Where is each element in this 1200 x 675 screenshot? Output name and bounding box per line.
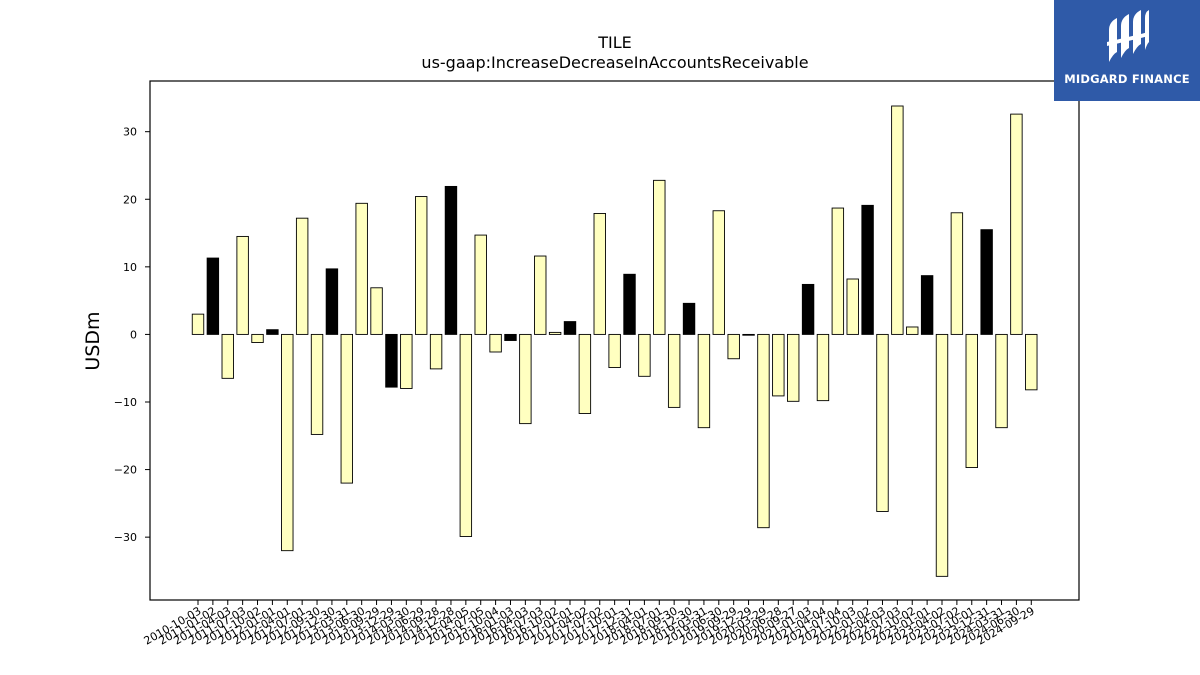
bar-2023-10-01 [965, 333, 978, 468]
bar-2014-09-28 [429, 333, 443, 370]
bar-2017-01-01 [563, 321, 577, 335]
bar-2019-06-30 [712, 210, 725, 335]
bar-2014-06-29 [415, 196, 428, 335]
brand-name: MIDGARD FINANCE [1064, 72, 1190, 86]
y-tick-label: 10 [123, 261, 137, 274]
bar-2012-04-01 [281, 333, 294, 552]
bar-2015-10-04 [489, 333, 502, 353]
x-axis: 2010-10-032011-01-022011-04-032011-07-03… [142, 600, 1037, 648]
bar-2017-12-31 [623, 273, 636, 335]
bar-2013-06-30 [355, 202, 368, 335]
bar-2024-03-31 [995, 333, 1008, 429]
bar-2020-03-29 [757, 333, 770, 529]
bar-2013-12-29 [385, 333, 398, 388]
bar-2023-12-31 [980, 229, 993, 335]
bar-2021-01-03 [801, 283, 815, 335]
bar-2021-07-04 [831, 207, 845, 335]
bar-2020-06-28 [772, 333, 785, 397]
bar-2018-09-30 [667, 333, 681, 408]
bar-2014-12-28 [444, 185, 458, 335]
bar-2019-12-29 [742, 333, 755, 336]
bar-2022-10-02 [906, 326, 919, 335]
y-axis-label: USDm [82, 311, 104, 370]
bar-2011-07-03 [236, 235, 249, 335]
bar-2012-12-30 [325, 268, 339, 335]
bar-2018-12-30 [682, 302, 696, 335]
bar-2014-03-30 [400, 333, 413, 389]
bar-2016-01-03 [504, 333, 517, 341]
y-tick-label: −20 [114, 464, 137, 477]
bar-2011-04-03 [221, 333, 234, 379]
bar-2016-04-03 [519, 333, 532, 425]
bar-2022-07-03 [891, 105, 904, 335]
bar-2016-07-03 [534, 255, 547, 335]
bar-2021-04-04 [816, 333, 830, 402]
bar-2013-03-31 [340, 333, 353, 484]
bar-2021-10-03 [846, 278, 859, 335]
bar-2012-09-30 [310, 333, 324, 435]
bars-group [191, 105, 1038, 577]
bar-2015-07-05 [474, 234, 487, 335]
bar-2012-07-01 [295, 217, 309, 335]
y-tick-label: 0 [130, 328, 137, 341]
midgard-monogram-icon [1103, 8, 1151, 70]
bar-2017-04-02 [578, 333, 592, 414]
bar-2012-01-01 [266, 329, 279, 335]
bar-2019-09-29 [727, 333, 740, 360]
bar-2017-10-01 [608, 333, 621, 368]
bar-2018-04-01 [638, 333, 651, 377]
bar-2010-10-03 [191, 313, 205, 335]
bar-2023-07-02 [950, 212, 964, 335]
bar-2016-10-02 [548, 331, 562, 335]
chart-subtitle: us-gaap:IncreaseDecreaseInAccountsReceiv… [421, 53, 808, 72]
bar-2011-01-02 [206, 257, 220, 335]
plot-frame [149, 80, 1080, 601]
bar-2020-09-27 [787, 333, 800, 402]
bar-2023-01-01 [920, 275, 934, 335]
bar-2011-10-02 [251, 333, 264, 343]
y-tick-label: −10 [114, 396, 137, 409]
bar-2022-01-02 [861, 204, 874, 335]
bar-2024-09-29 [1025, 333, 1038, 391]
bar-2019-03-31 [697, 333, 711, 429]
y-tick-label: 30 [123, 126, 137, 139]
bar-2017-07-02 [593, 213, 606, 335]
brand-logo: MIDGARD FINANCE [1054, 0, 1200, 101]
y-axis: −30 −20 −10 0 10 20 30 [114, 126, 150, 544]
bar-2023-04-02 [935, 333, 949, 577]
bar-2013-09-29 [370, 287, 383, 335]
y-tick-label: −30 [114, 531, 137, 544]
bar-2022-04-03 [876, 333, 889, 512]
bar-2015-04-05 [459, 333, 473, 537]
bar-2024-06-30 [1010, 113, 1023, 335]
chart-title: TILE [597, 33, 632, 52]
y-tick-label: 20 [123, 193, 137, 206]
bar-2018-07-01 [653, 179, 666, 335]
